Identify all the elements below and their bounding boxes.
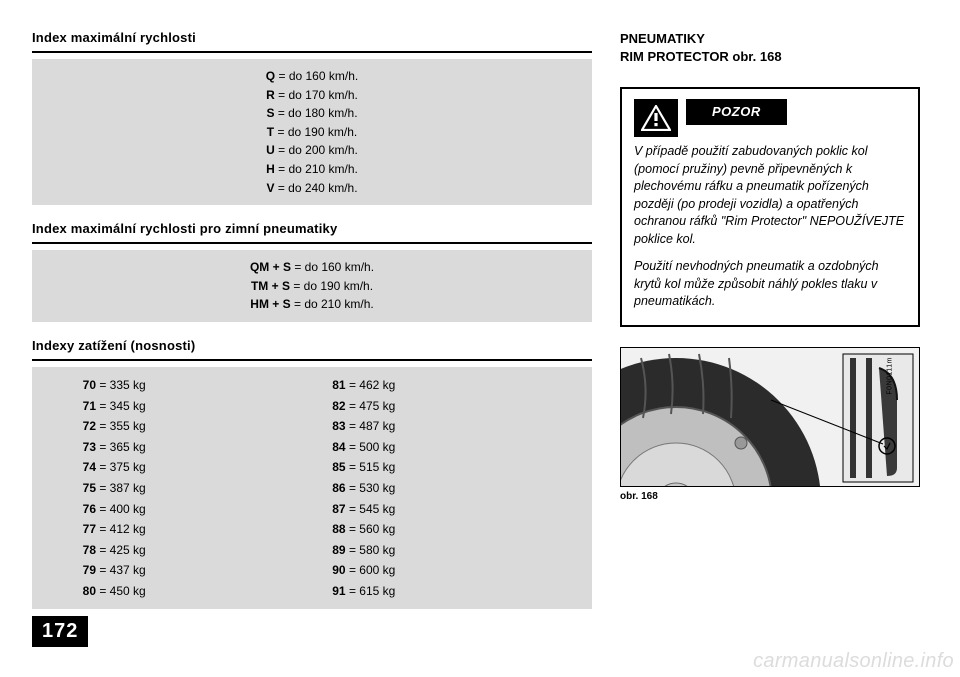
val: = 615 kg [349, 584, 395, 598]
val: = 437 kg [99, 563, 145, 577]
val: = do 160 km/h. [278, 69, 358, 83]
val: = 545 kg [349, 502, 395, 516]
code: 79 [72, 561, 96, 580]
code: 73 [72, 438, 96, 457]
right-title: PNEUMATIKY RIM PROTECTOR obr. 168 [620, 30, 920, 65]
code: T [267, 125, 274, 139]
val: = 335 kg [99, 378, 145, 392]
code: 75 [72, 479, 96, 498]
code: HM + S [250, 297, 290, 311]
val: = do 210 km/h. [294, 297, 374, 311]
rule [32, 359, 592, 361]
warning-box: POZOR V případě použití zabudovaných pok… [620, 87, 920, 327]
winter-box: QM + S = do 160 km/h. TM + S = do 190 km… [32, 250, 592, 322]
code: H [266, 162, 275, 176]
code: 83 [322, 417, 346, 436]
figure-168 [620, 347, 920, 487]
val: = 355 kg [99, 419, 145, 433]
code: 78 [72, 541, 96, 560]
winter-heading: Index maximální rychlosti pro zimní pneu… [32, 221, 592, 236]
speed-box: Q = do 160 km/h. R = do 170 km/h. S = do… [32, 59, 592, 205]
load-col-right: 81 = 462 kg 82 = 475 kg 83 = 487 kg 84 =… [322, 375, 552, 602]
code: 89 [322, 541, 346, 560]
code: 91 [322, 582, 346, 601]
code: 74 [72, 458, 96, 477]
code: QM + S [250, 260, 291, 274]
val: = 600 kg [349, 563, 395, 577]
val: = do 200 km/h. [278, 143, 358, 157]
val: = 365 kg [99, 440, 145, 454]
code: 87 [322, 500, 346, 519]
speed-heading: Index maximální rychlosti [32, 30, 592, 45]
pozor-badge: POZOR [686, 99, 787, 125]
code: 84 [322, 438, 346, 457]
code: S [266, 106, 274, 120]
val: = 515 kg [349, 460, 395, 474]
code: 80 [72, 582, 96, 601]
code: R [266, 88, 275, 102]
val: = 387 kg [99, 481, 145, 495]
val: = do 160 km/h. [294, 260, 374, 274]
val: = do 190 km/h. [277, 125, 357, 139]
title-line-1: PNEUMATIKY [620, 30, 920, 48]
right-column: PNEUMATIKY RIM PROTECTOR obr. 168 POZOR … [620, 30, 920, 609]
val: = 560 kg [349, 522, 395, 536]
warning-paragraph-2: Použití nevhodných pneumatik a ozdobných… [634, 258, 906, 311]
left-column: Index maximální rychlosti Q = do 160 km/… [32, 30, 592, 609]
val: = 450 kg [99, 584, 145, 598]
val: = do 170 km/h. [278, 88, 358, 102]
val: = 412 kg [99, 522, 145, 536]
val: = do 190 km/h. [293, 279, 373, 293]
val: = 345 kg [99, 399, 145, 413]
code: 72 [72, 417, 96, 436]
load-heading: Indexy zatížení (nosnosti) [32, 338, 592, 353]
code: 77 [72, 520, 96, 539]
val: = 462 kg [349, 378, 395, 392]
code: U [266, 143, 275, 157]
val: = do 180 km/h. [278, 106, 358, 120]
code: V [266, 181, 274, 195]
val: = do 210 km/h. [278, 162, 358, 176]
val: = 487 kg [349, 419, 395, 433]
code: 70 [72, 376, 96, 395]
code: 71 [72, 397, 96, 416]
val: = do 240 km/h. [278, 181, 358, 195]
figure-caption: obr. 168 [620, 491, 920, 502]
val: = 425 kg [99, 543, 145, 557]
load-col-left: 70 = 335 kg 71 = 345 kg 72 = 355 kg 73 =… [72, 375, 302, 602]
val: = 475 kg [349, 399, 395, 413]
code: 86 [322, 479, 346, 498]
code: 81 [322, 376, 346, 395]
rule [32, 51, 592, 53]
warning-paragraph-1: V případě použití zabudovaných poklic ko… [634, 143, 906, 248]
load-box: 70 = 335 kg 71 = 345 kg 72 = 355 kg 73 =… [32, 367, 592, 610]
code: TM + S [251, 279, 290, 293]
figure-code: F0N0111m [887, 357, 894, 395]
title-line-2: RIM PROTECTOR obr. 168 [620, 48, 920, 66]
code: 90 [322, 561, 346, 580]
rule [32, 242, 592, 244]
val: = 530 kg [349, 481, 395, 495]
val: = 400 kg [99, 502, 145, 516]
val: = 500 kg [349, 440, 395, 454]
code: 85 [322, 458, 346, 477]
page-number: 172 [32, 616, 88, 647]
val: = 580 kg [349, 543, 395, 557]
warning-icon [634, 99, 678, 137]
val: = 375 kg [99, 460, 145, 474]
code: 88 [322, 520, 346, 539]
watermark: carmanualsonline.info [753, 650, 954, 673]
code: 82 [322, 397, 346, 416]
code: Q [266, 69, 275, 83]
code: 76 [72, 500, 96, 519]
